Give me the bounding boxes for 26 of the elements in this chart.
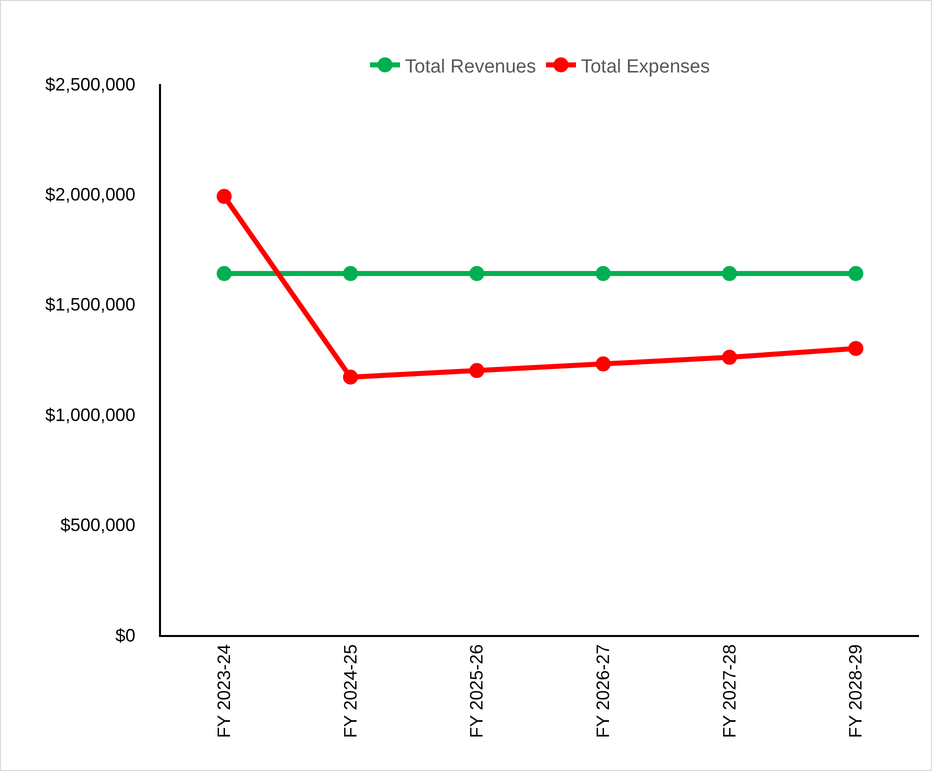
y-tick-label: $1,000,000	[45, 404, 136, 425]
point	[469, 266, 484, 282]
y-tick-label: $2,000,000	[45, 184, 136, 204]
point	[722, 266, 737, 282]
point	[216, 266, 232, 282]
x-tick-label: FY 2024-25	[340, 644, 360, 738]
legend-label: Total Revenues	[405, 56, 536, 78]
point	[596, 356, 611, 372]
x-tick-label: FY 2028-29	[846, 644, 866, 738]
y-tick-label: $500,000	[60, 515, 136, 536]
y-tick-label: $2,500,000	[45, 74, 136, 94]
point	[343, 266, 358, 282]
point	[848, 340, 864, 356]
point	[848, 266, 864, 282]
x-tick-label: FY 2023-24	[214, 644, 234, 738]
y-tick-label: $0	[115, 625, 136, 646]
y-tick-label: $1,500,000	[45, 294, 136, 315]
point	[216, 188, 232, 204]
x-tick-label: FY 2025-26	[466, 644, 487, 738]
x-tick-label: FY 2027-28	[719, 644, 740, 738]
legend-label: Total Expenses	[580, 56, 710, 78]
x-tick-label: FY 2026-27	[593, 644, 614, 738]
point	[722, 350, 737, 365]
point	[469, 363, 484, 378]
point	[596, 266, 611, 282]
point	[343, 370, 358, 385]
